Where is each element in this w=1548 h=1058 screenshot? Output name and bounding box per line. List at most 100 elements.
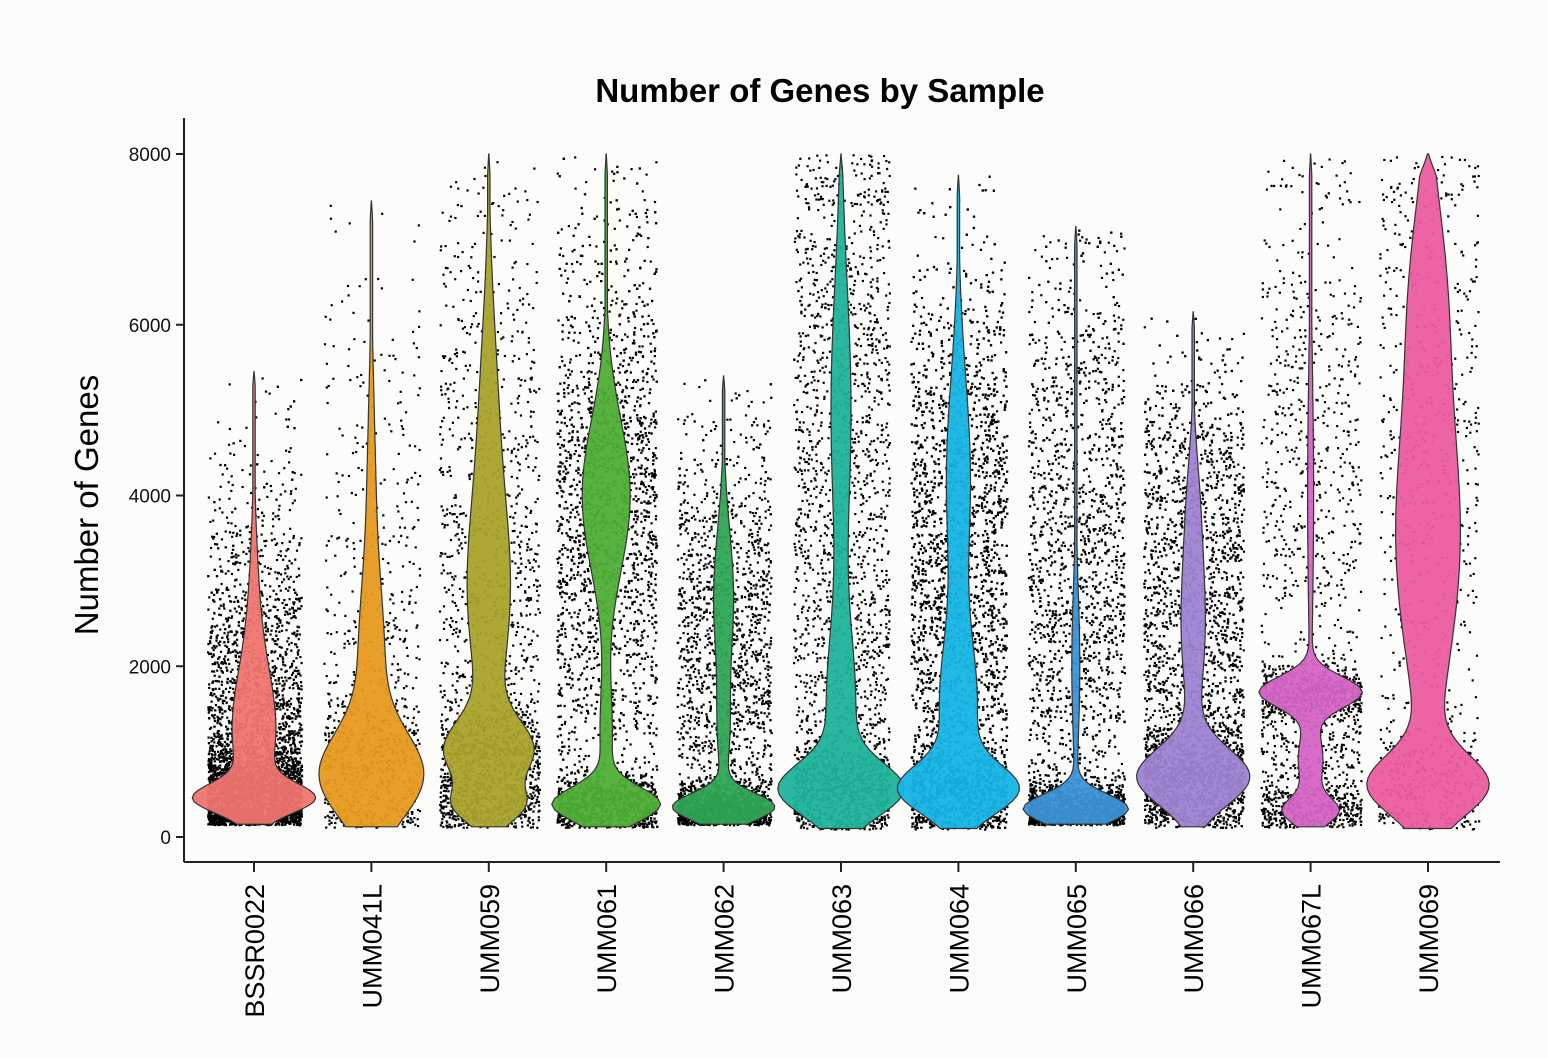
data-point bbox=[292, 580, 295, 583]
data-point bbox=[226, 636, 229, 639]
data-point bbox=[293, 588, 296, 591]
data-point bbox=[293, 669, 296, 672]
data-point bbox=[244, 563, 247, 566]
data-point bbox=[287, 741, 290, 744]
data-point bbox=[275, 731, 278, 734]
data-point bbox=[270, 532, 273, 535]
data-point bbox=[286, 648, 289, 651]
data-point bbox=[227, 588, 230, 591]
data-point bbox=[218, 558, 221, 561]
data-point bbox=[218, 708, 221, 711]
data-point bbox=[274, 642, 277, 645]
data-point bbox=[285, 629, 288, 632]
data-point bbox=[291, 502, 294, 505]
data-point bbox=[290, 673, 294, 676]
data-point bbox=[295, 549, 299, 552]
data-point bbox=[238, 612, 241, 615]
data-point bbox=[228, 443, 231, 446]
data-point bbox=[279, 619, 282, 622]
data-point bbox=[282, 769, 285, 772]
data-point bbox=[291, 606, 294, 609]
data-point bbox=[237, 624, 240, 627]
data-point bbox=[217, 736, 220, 739]
data-point bbox=[261, 570, 264, 573]
data-point bbox=[217, 547, 220, 550]
data-point bbox=[233, 600, 236, 603]
data-point bbox=[216, 822, 219, 825]
data-point bbox=[245, 823, 248, 827]
data-point bbox=[219, 764, 222, 767]
data-point bbox=[293, 765, 296, 768]
data-point bbox=[213, 750, 216, 753]
data-point bbox=[295, 820, 298, 823]
data-point bbox=[213, 568, 216, 571]
data-point bbox=[219, 760, 222, 763]
data-point bbox=[244, 605, 247, 608]
data-point bbox=[242, 627, 245, 630]
data-point bbox=[286, 819, 289, 822]
data-point bbox=[389, 612, 392, 615]
data-point bbox=[241, 633, 244, 636]
data-point bbox=[226, 645, 229, 648]
data-point bbox=[264, 390, 268, 393]
data-point bbox=[210, 546, 213, 550]
data-point bbox=[281, 697, 284, 700]
data-point bbox=[277, 753, 280, 756]
data-point bbox=[222, 603, 225, 606]
data-point bbox=[241, 597, 244, 600]
data-point bbox=[223, 699, 226, 702]
data-point bbox=[267, 823, 270, 827]
data-point bbox=[300, 605, 303, 608]
data-point bbox=[245, 426, 248, 429]
data-point bbox=[281, 658, 285, 661]
data-point bbox=[281, 728, 284, 731]
data-point bbox=[284, 603, 287, 606]
data-point bbox=[285, 771, 288, 774]
data-point bbox=[241, 485, 244, 489]
data-point bbox=[269, 484, 272, 488]
data-point bbox=[285, 734, 289, 737]
data-point bbox=[227, 640, 230, 644]
data-point bbox=[226, 680, 229, 683]
data-point bbox=[278, 757, 281, 760]
data-point bbox=[296, 630, 299, 633]
data-point bbox=[277, 617, 280, 620]
data-point bbox=[212, 644, 216, 648]
data-point bbox=[208, 823, 211, 826]
data-point bbox=[211, 819, 214, 822]
data-point bbox=[297, 687, 300, 690]
data-point bbox=[214, 823, 217, 827]
data-point bbox=[277, 765, 280, 768]
data-point bbox=[292, 687, 295, 690]
data-point bbox=[282, 724, 285, 727]
data-point bbox=[229, 651, 232, 654]
data-point bbox=[289, 770, 293, 773]
data-point bbox=[277, 572, 280, 575]
data-point bbox=[221, 671, 224, 674]
data-point bbox=[297, 626, 301, 629]
data-point bbox=[225, 769, 228, 772]
data-point bbox=[284, 740, 287, 743]
data-point bbox=[284, 490, 287, 493]
data-point bbox=[294, 558, 297, 561]
data-point bbox=[276, 690, 279, 693]
data-point bbox=[213, 713, 216, 717]
data-point bbox=[274, 606, 277, 609]
data-point bbox=[281, 722, 284, 725]
data-point bbox=[287, 715, 290, 718]
data-point bbox=[294, 817, 298, 820]
data-point bbox=[210, 740, 213, 743]
data-point bbox=[233, 563, 236, 566]
data-point bbox=[230, 749, 233, 752]
data-point bbox=[210, 736, 213, 739]
data-point bbox=[247, 560, 250, 563]
data-point bbox=[234, 649, 237, 652]
data-point bbox=[298, 544, 301, 547]
data-point bbox=[218, 820, 221, 823]
data-point bbox=[276, 577, 279, 580]
data-point bbox=[275, 593, 278, 596]
data-point bbox=[242, 590, 245, 593]
data-point bbox=[227, 820, 230, 823]
data-point bbox=[299, 710, 302, 713]
data-point bbox=[214, 736, 217, 739]
